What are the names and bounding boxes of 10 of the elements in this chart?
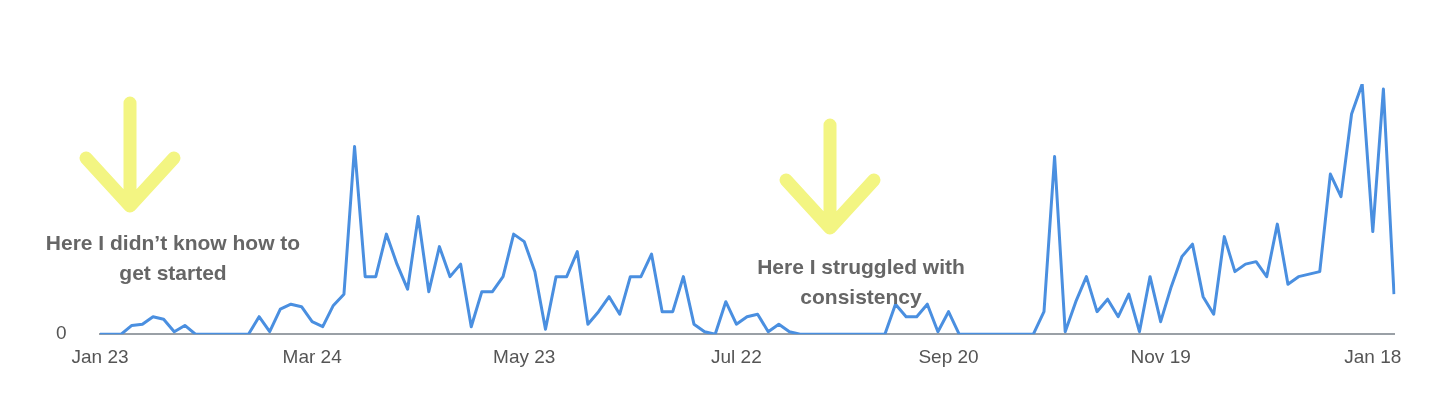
text: 0 [56, 322, 67, 345]
annotation: Here I struggled with consistency [756, 254, 966, 310]
x-tick-label: Jan 23 [71, 345, 129, 367]
x-tick-label: May 23 [493, 345, 556, 367]
x-tick-label: Sep 20 [918, 345, 979, 367]
x-tick-label: Mar 24 [282, 345, 343, 367]
x-tick-label: Nov 19 [1130, 345, 1191, 367]
x-tick-label: Jul 22 [711, 345, 762, 367]
annotation: Here I didn’t know how to get started [44, 230, 302, 286]
x-tick-label: Jan 18 [1344, 345, 1402, 367]
